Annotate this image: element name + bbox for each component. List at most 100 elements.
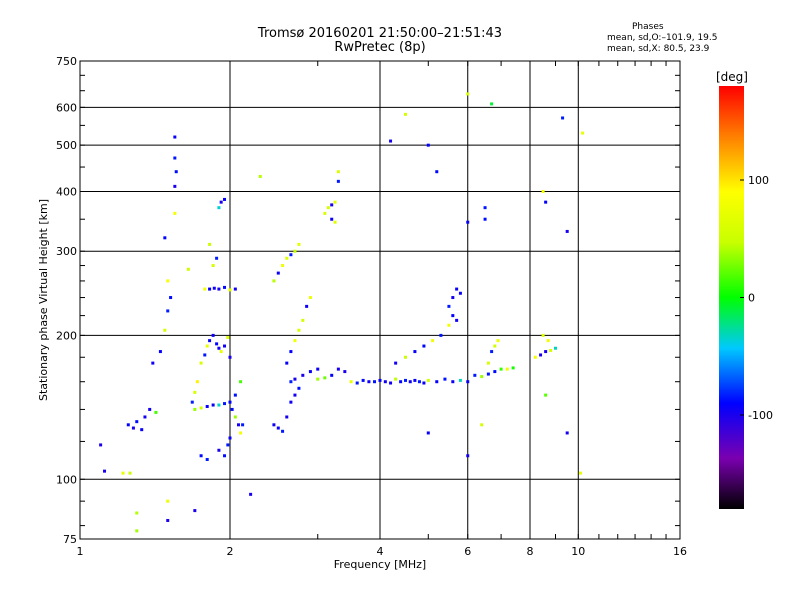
data-point	[223, 344, 227, 348]
data-point	[581, 131, 585, 135]
data-point	[208, 339, 212, 343]
data-point	[333, 220, 337, 224]
data-point	[163, 236, 167, 240]
data-point	[199, 406, 203, 410]
data-point	[343, 370, 347, 374]
data-point	[511, 366, 515, 370]
data-point	[330, 203, 334, 207]
data-point	[483, 217, 487, 221]
x-tick-label: 2	[227, 545, 234, 558]
data-point	[426, 143, 430, 147]
data-point	[305, 304, 309, 308]
data-point	[126, 423, 130, 427]
y-tick-label: 200	[56, 329, 77, 342]
data-point	[249, 492, 253, 496]
data-point	[361, 378, 365, 382]
data-point	[103, 469, 107, 473]
data-point	[417, 380, 421, 384]
data-point	[285, 256, 289, 260]
data-point	[426, 378, 430, 382]
data-point	[151, 361, 155, 365]
data-point	[533, 355, 537, 359]
stats-x-mode: mean, sd,X: 80.5, 23.9	[607, 44, 710, 54]
data-point	[208, 287, 212, 291]
data-point	[135, 529, 139, 533]
data-point	[217, 346, 221, 350]
data-point	[413, 378, 417, 382]
data-point	[561, 116, 565, 120]
data-point	[480, 375, 484, 379]
data-point	[330, 373, 334, 377]
data-point	[217, 403, 221, 407]
data-point	[399, 380, 403, 384]
data-point	[422, 344, 426, 348]
data-point	[355, 381, 359, 385]
colorbar-unit-label: [deg]	[716, 70, 748, 84]
data-point	[301, 373, 305, 377]
data-point	[236, 423, 240, 427]
y-tick-label: 100	[56, 473, 77, 486]
data-point	[239, 380, 243, 384]
colorbar	[719, 86, 744, 509]
data-point	[131, 426, 135, 430]
grid-lines	[80, 61, 680, 539]
data-point	[233, 393, 237, 397]
data-point	[203, 353, 207, 357]
data-point	[403, 112, 407, 116]
data-point	[403, 355, 407, 359]
data-point	[203, 287, 207, 291]
data-point	[211, 333, 215, 337]
data-point	[228, 400, 232, 404]
data-point	[233, 287, 237, 291]
data-point	[293, 393, 297, 397]
data-point	[158, 350, 162, 354]
data-point	[443, 377, 447, 381]
data-point	[499, 367, 503, 371]
data-point	[140, 428, 144, 432]
data-point	[323, 211, 327, 215]
y-tick-label: 750	[56, 55, 77, 68]
data-point	[466, 454, 470, 458]
x-tick-label: 8	[527, 545, 534, 558]
data-point	[466, 92, 470, 96]
data-point	[135, 511, 139, 515]
data-point	[466, 380, 470, 384]
data-point	[480, 423, 484, 427]
data-point	[205, 404, 209, 408]
data-point	[190, 400, 194, 404]
data-point	[228, 355, 232, 359]
data-point	[143, 415, 147, 419]
axes: 1 2 4 6 8 10 16 75 100 200 300 400 500 600 750 Frequenc…	[37, 55, 687, 571]
x-axis-label: Frequency [MHz]	[334, 558, 426, 571]
data-point	[258, 174, 262, 178]
data-point	[447, 304, 451, 308]
y-tick-label: 300	[56, 245, 77, 258]
y-tick-label: 600	[56, 101, 77, 114]
data-point	[148, 407, 152, 411]
data-point	[451, 314, 455, 318]
data-point	[330, 217, 334, 221]
data-point	[493, 344, 497, 348]
data-point	[173, 156, 177, 160]
data-point	[166, 279, 170, 283]
data-point	[451, 296, 455, 300]
data-point	[205, 344, 209, 348]
data-point	[186, 267, 190, 271]
data-point	[490, 102, 494, 106]
data-point	[226, 335, 230, 339]
data-point	[455, 318, 459, 322]
data-point	[466, 220, 470, 224]
data-point	[215, 342, 219, 346]
x-tick-label: 10	[571, 545, 585, 558]
data-point	[483, 206, 487, 210]
data-point	[541, 189, 545, 193]
data-point	[565, 229, 569, 233]
data-point	[223, 197, 227, 201]
data-point	[336, 179, 340, 183]
data-point	[166, 309, 170, 313]
data-point	[490, 350, 494, 354]
data-point	[389, 139, 393, 143]
data-point	[276, 426, 280, 430]
data-point	[367, 380, 371, 384]
